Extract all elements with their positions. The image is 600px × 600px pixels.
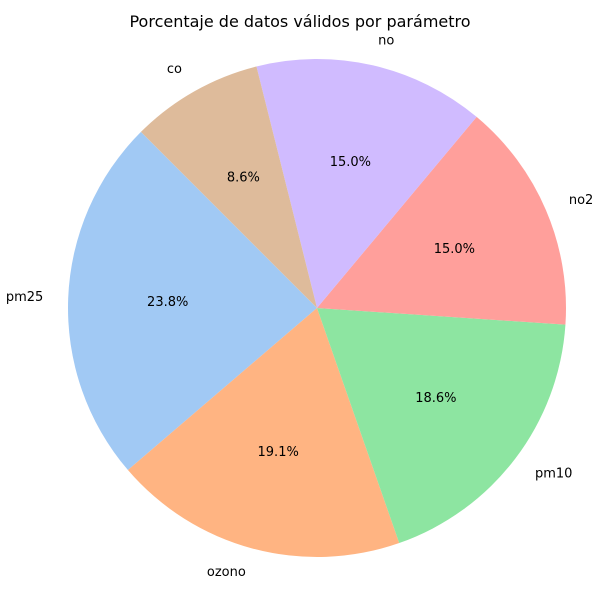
- slice-label-pm10: pm10: [535, 466, 572, 481]
- pie-slice-no: [256, 59, 477, 308]
- pct-label-no: 15.0%: [330, 155, 371, 170]
- pie-slice-pm10: [317, 308, 566, 544]
- chart-title: Porcentaje de datos válidos por parámetr…: [129, 12, 471, 31]
- pie-slice-no2: [317, 116, 566, 325]
- pie-slice-pm25: [67, 131, 317, 471]
- slice-label-no: no: [378, 34, 394, 49]
- pie-slice-co: [140, 66, 317, 308]
- pct-label-co: 8.6%: [227, 171, 260, 186]
- slice-label-co: co: [167, 62, 182, 77]
- pct-label-pm25: 23.8%: [147, 295, 188, 310]
- pct-label-pm10: 18.6%: [415, 391, 456, 406]
- pct-label-no2: 15.0%: [434, 242, 475, 257]
- slice-label-no2: no2: [569, 193, 593, 208]
- slice-label-ozono: ozono: [207, 565, 246, 580]
- pie-slice-ozono: [127, 308, 400, 557]
- slice-label-pm25: pm25: [6, 290, 43, 305]
- pct-label-ozono: 19.1%: [258, 445, 299, 460]
